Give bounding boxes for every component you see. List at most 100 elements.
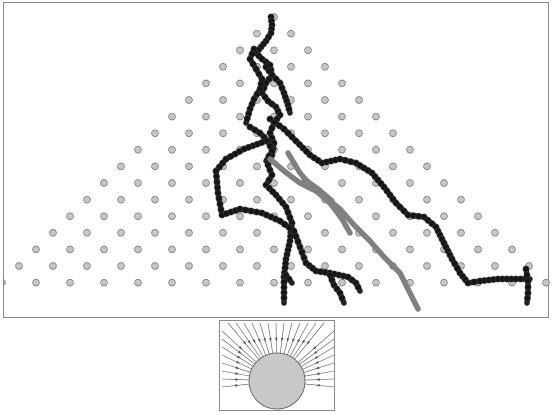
peg-grid	[4, 13, 550, 287]
peg	[32, 278, 40, 287]
peg	[355, 129, 363, 137]
peg	[372, 112, 380, 121]
peg	[457, 229, 465, 237]
peg	[406, 146, 414, 154]
peg	[389, 229, 397, 237]
peg-board-svg	[4, 13, 550, 312]
peg	[338, 278, 346, 287]
field-line	[299, 338, 335, 365]
peg	[406, 179, 414, 187]
field-arrow-icon	[315, 378, 320, 381]
peg	[423, 195, 431, 204]
peg	[168, 245, 176, 254]
peg	[253, 29, 261, 38]
peg	[151, 162, 159, 171]
peg	[219, 129, 227, 137]
peg	[457, 195, 465, 204]
peg	[66, 278, 74, 287]
peg	[151, 229, 159, 237]
peg	[219, 229, 227, 237]
peg	[321, 129, 329, 137]
peg	[355, 195, 363, 204]
peg	[219, 96, 227, 104]
peg	[100, 212, 108, 220]
field-arrow-icon	[269, 337, 272, 342]
field-line	[221, 338, 255, 365]
peg	[49, 262, 57, 270]
ball-bead	[285, 105, 293, 113]
peg	[304, 79, 312, 88]
ball-bead	[354, 283, 362, 291]
peg	[4, 279, 6, 286]
field-arrow-icon	[312, 346, 317, 350]
ball-trail	[326, 271, 347, 306]
peg	[134, 212, 142, 220]
field-arrow-icon	[313, 350, 318, 355]
peg	[134, 278, 142, 287]
ball-bead	[236, 205, 244, 213]
peg	[83, 195, 91, 204]
field-arrow-icon	[242, 340, 247, 345]
field-line	[300, 346, 335, 367]
field-arrow-icon	[263, 338, 266, 343]
peg	[321, 229, 329, 237]
peg	[185, 162, 193, 171]
peg	[15, 262, 23, 270]
peg	[389, 129, 397, 137]
peg	[304, 46, 312, 54]
field-line	[221, 330, 257, 363]
field-line	[289, 322, 309, 357]
ball-bead	[524, 277, 532, 285]
ball-bead	[214, 189, 222, 197]
peg	[168, 112, 176, 121]
peg	[338, 245, 346, 254]
ball-bead	[268, 171, 276, 179]
peg	[287, 63, 295, 71]
ball-bead	[338, 294, 346, 302]
ball-bead	[524, 283, 532, 291]
ball-bead	[276, 217, 284, 225]
field-line	[235, 322, 262, 359]
field-arrow-icon	[315, 384, 320, 387]
peg	[389, 162, 397, 171]
peg	[185, 229, 193, 237]
peg	[287, 195, 295, 204]
field-line	[221, 346, 254, 367]
thumbnail-view[interactable]	[219, 320, 335, 411]
ball-bead	[470, 278, 478, 286]
field-arrow-icon	[237, 350, 242, 355]
ball-trail	[301, 176, 335, 204]
simulation-canvas[interactable]	[3, 2, 550, 318]
field-arrow-icon	[301, 339, 306, 344]
ball-bead	[271, 118, 279, 126]
peg	[253, 195, 261, 204]
ball-bead	[392, 199, 400, 207]
peg	[202, 212, 210, 220]
peg	[100, 278, 108, 287]
ball-bead	[242, 206, 249, 214]
peg	[32, 245, 40, 254]
peg	[253, 162, 261, 171]
ball-trail	[243, 45, 266, 126]
peg	[202, 278, 210, 287]
ball-bead	[524, 294, 531, 302]
peg	[338, 112, 346, 121]
field-arrow-icon	[286, 337, 290, 343]
ball-bead	[268, 147, 276, 155]
peg	[270, 46, 278, 54]
peg	[219, 63, 227, 71]
peg	[49, 229, 57, 237]
peg	[66, 245, 74, 254]
ball-bead	[253, 90, 261, 98]
peg	[338, 79, 346, 88]
peg	[185, 262, 193, 270]
peg	[406, 245, 414, 254]
peg	[304, 278, 312, 287]
ball-bead	[251, 126, 259, 134]
field-arrow-icon	[235, 366, 240, 369]
peg	[219, 262, 227, 270]
peg	[355, 262, 363, 270]
peg	[117, 195, 125, 204]
peg	[117, 229, 125, 237]
ball-bead	[464, 279, 472, 287]
